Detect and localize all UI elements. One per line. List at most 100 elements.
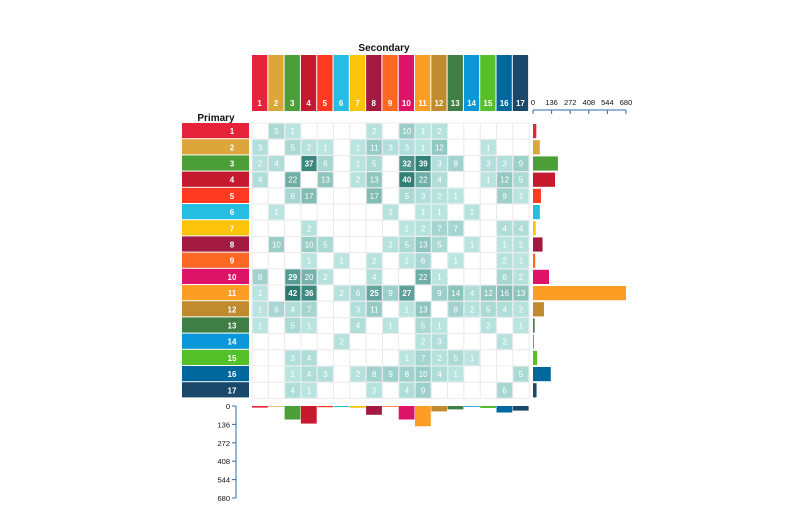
col-header-swatch-2 <box>268 55 284 111</box>
matrix-cell-value: 2 <box>437 354 442 363</box>
matrix-cell <box>383 237 399 252</box>
col-header-swatch-6 <box>333 55 349 111</box>
matrix-cell-value: 8 <box>454 160 459 169</box>
matrix-cell-value: 3 <box>486 160 491 169</box>
matrix-cell-value: 5 <box>437 241 442 250</box>
col-total-bar-6 <box>333 406 350 408</box>
matrix-cell <box>448 366 464 382</box>
matrix-cell <box>350 172 366 188</box>
matrix-cell-value: 2 <box>339 289 344 298</box>
matrix-cell-value: 36 <box>305 289 314 298</box>
matrix-cell-value: 3 <box>437 160 442 169</box>
matrix-cell-value: 11 <box>370 305 379 314</box>
matrix-cell-value: 11 <box>370 143 379 152</box>
row-total-bar-4 <box>533 172 556 187</box>
matrix-cell-value: 9 <box>437 289 442 298</box>
row-header-label-17: 17 <box>228 386 237 395</box>
matrix-cell <box>399 220 415 236</box>
matrix-cell-value: 22 <box>288 176 297 185</box>
col-header-label-6: 6 <box>339 99 344 108</box>
row-header-swatch-8 <box>182 236 249 252</box>
row-header-label-15: 15 <box>228 354 237 363</box>
matrix-cell-value: 2 <box>437 127 442 136</box>
matrix-cell-value: 1 <box>291 370 296 379</box>
matrix-cell <box>415 156 431 171</box>
col-header-label-16: 16 <box>500 99 509 108</box>
row-header-label-2: 2 <box>230 143 235 152</box>
matrix-cell-value: 22 <box>419 273 428 282</box>
row-header-swatch-6 <box>182 204 249 220</box>
matrix-cell <box>464 237 480 252</box>
matrix-cell <box>480 156 496 171</box>
matrix-cell <box>399 156 415 171</box>
matrix-cell-value: 2 <box>421 224 426 233</box>
matrix-cell-value: 3 <box>291 354 296 363</box>
matrix-cell-value: 16 <box>500 289 509 298</box>
row-header-label-12: 12 <box>228 305 237 314</box>
matrix-cell <box>431 350 447 366</box>
row-header-swatch-2 <box>182 139 249 155</box>
matrix-cell <box>399 285 415 301</box>
matrix-cell <box>513 318 529 333</box>
matrix-cell <box>480 139 496 155</box>
matrix-cell-value: 3 <box>437 338 442 347</box>
row-header-label-11: 11 <box>228 289 237 298</box>
matrix-cell-value: 7 <box>307 305 312 314</box>
matrix-cell-value: 5 <box>454 354 459 363</box>
row-header-label-5: 5 <box>230 192 235 201</box>
row-header-label-9: 9 <box>230 257 235 266</box>
matrix-cell-value: 4 <box>356 322 361 331</box>
matrix-cell <box>431 334 447 350</box>
matrix-cell-value: 4 <box>307 354 312 363</box>
matrix-cell <box>285 123 301 139</box>
matrix-cell-value: 2 <box>388 241 393 250</box>
col-header-label-10: 10 <box>402 99 411 108</box>
col-axis-tick-label: 408 <box>217 457 230 466</box>
matrix-cell-value: 4 <box>437 176 442 185</box>
col-total-bar-13 <box>447 406 464 410</box>
matrix-cell <box>497 253 513 269</box>
matrix-cell <box>350 301 366 317</box>
row-total-bar-16 <box>533 367 551 382</box>
row-header-label-8: 8 <box>230 241 235 250</box>
column-total-bars <box>252 406 529 427</box>
matrix-cell-value: 1 <box>470 241 475 250</box>
matrix-cell-value: 12 <box>435 143 444 152</box>
row-header-swatch-9 <box>182 252 249 268</box>
matrix-cell-value: 4 <box>291 386 296 395</box>
matrix-cell-value: 14 <box>451 289 460 298</box>
col-header-label-3: 3 <box>290 99 295 108</box>
matrix-cell <box>285 382 301 398</box>
matrix-cell <box>415 188 431 204</box>
row-total-bar-15 <box>533 350 538 365</box>
matrix-cell <box>317 237 333 252</box>
matrix-cell-value: 1 <box>323 143 328 152</box>
matrix-cell-value: 13 <box>321 176 330 185</box>
secondary-axis-title: Secondary <box>358 43 410 54</box>
row-axis-tick-label: 680 <box>620 98 633 107</box>
matrix-cell <box>431 156 447 171</box>
matrix-cell <box>415 334 431 350</box>
matrix-cell-value: 17 <box>305 192 314 201</box>
matrix-cell-value: 1 <box>454 370 459 379</box>
col-axis-tick-label: 544 <box>217 476 230 485</box>
matrix-cell <box>480 318 496 333</box>
matrix-cell-value: 3 <box>323 370 328 379</box>
matrix-cell-value: 2 <box>356 370 361 379</box>
matrix-cell-value: 2 <box>421 338 426 347</box>
matrix-cell-value: 1 <box>470 354 475 363</box>
row-axis-tick-label: 0 <box>531 98 535 107</box>
matrix-cell-value: 1 <box>258 289 263 298</box>
matrix-cell <box>366 172 382 188</box>
col-header-swatch-17 <box>512 55 529 111</box>
matrix-cell-value: 7 <box>437 224 442 233</box>
matrix-cell-value: 4 <box>437 370 442 379</box>
matrix-cell-value: 6 <box>323 160 328 169</box>
matrix-cell-value: 1 <box>519 192 524 201</box>
matrix-cell-value: 6 <box>291 192 296 201</box>
matrix-cell <box>350 156 366 171</box>
matrix-cell-value: 2 <box>323 273 328 282</box>
matrix-cell-value: 13 <box>419 305 428 314</box>
matrix-cell <box>431 269 447 285</box>
matrix-cell <box>383 204 399 220</box>
